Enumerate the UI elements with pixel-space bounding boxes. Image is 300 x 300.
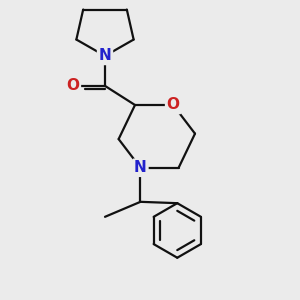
Text: O: O (66, 78, 79, 93)
Text: O: O (167, 98, 180, 112)
Text: N: N (134, 160, 147, 175)
Text: N: N (99, 48, 111, 63)
